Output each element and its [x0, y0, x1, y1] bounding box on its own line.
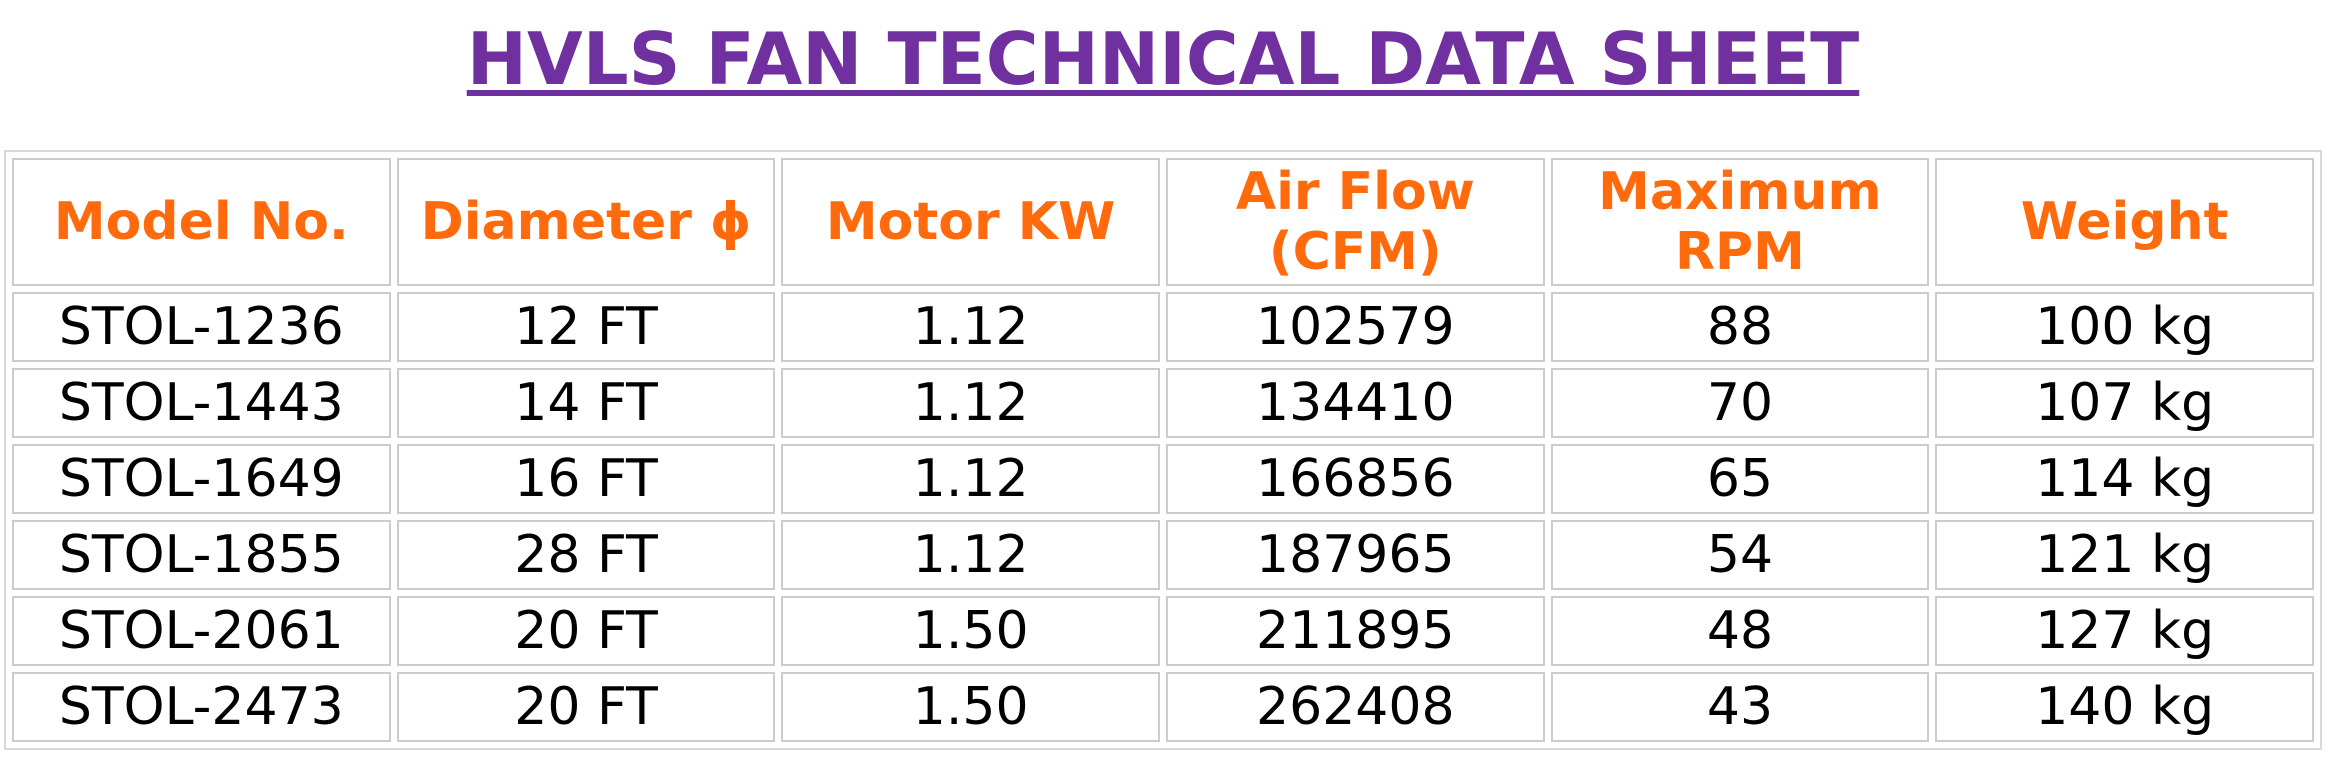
title-container: HVLS FAN TECHNICAL DATA SHEET — [0, 18, 2326, 101]
cell-weight: 140 kg — [1935, 672, 2314, 742]
cell-weight: 107 kg — [1935, 368, 2314, 438]
cell-maximum-rpm: 54 — [1550, 520, 1930, 590]
cell-diameter: 12 FT — [396, 292, 776, 362]
cell-model-no: STOL-1236 — [12, 292, 391, 362]
table-row: STOL-1443 14 FT 1.12 134410 70 107 kg — [12, 368, 2314, 438]
cell-maximum-rpm: 65 — [1550, 444, 1930, 514]
cell-motor-kw: 1.12 — [781, 292, 1160, 362]
cell-weight: 100 kg — [1935, 292, 2314, 362]
cell-motor-kw: 1.50 — [781, 596, 1160, 666]
cell-air-flow: 102579 — [1165, 292, 1545, 362]
header-motor-kw: Motor KW — [781, 158, 1160, 286]
cell-weight: 127 kg — [1935, 596, 2314, 666]
cell-air-flow: 211895 — [1165, 596, 1545, 666]
cell-weight: 121 kg — [1935, 520, 2314, 590]
cell-diameter: 16 FT — [396, 444, 776, 514]
header-label: Maximum — [1598, 162, 1882, 222]
cell-model-no: STOL-1443 — [12, 368, 391, 438]
cell-air-flow: 134410 — [1165, 368, 1545, 438]
cell-maximum-rpm: 43 — [1550, 672, 1930, 742]
header-maximum-rpm: Maximum RPM — [1550, 158, 1930, 286]
cell-model-no: STOL-1855 — [12, 520, 391, 590]
table-row: STOL-1649 16 FT 1.12 166856 65 114 kg — [12, 444, 2314, 514]
table-header-row: Model No. Diameter ϕ Motor KW Air Flow (… — [12, 158, 2314, 286]
table-row: STOL-1236 12 FT 1.12 102579 88 100 kg — [12, 292, 2314, 362]
header-label-line2: RPM — [1675, 222, 1805, 282]
cell-maximum-rpm: 70 — [1550, 368, 1930, 438]
cell-model-no: STOL-1649 — [12, 444, 391, 514]
page-title: HVLS FAN TECHNICAL DATA SHEET — [466, 17, 1860, 101]
cell-diameter: 20 FT — [396, 596, 776, 666]
cell-diameter: 28 FT — [396, 520, 776, 590]
header-label: Diameter ϕ — [420, 192, 752, 252]
table-row: STOL-2473 20 FT 1.50 262408 43 140 kg — [12, 672, 2314, 742]
table-row: STOL-2061 20 FT 1.50 211895 48 127 kg — [12, 596, 2314, 666]
cell-air-flow: 166856 — [1165, 444, 1545, 514]
cell-air-flow: 187965 — [1165, 520, 1545, 590]
header-label: Motor KW — [825, 192, 1116, 252]
cell-motor-kw: 1.12 — [781, 520, 1160, 590]
table-row: STOL-1855 28 FT 1.12 187965 54 121 kg — [12, 520, 2314, 590]
cell-diameter: 20 FT — [396, 672, 776, 742]
cell-diameter: 14 FT — [396, 368, 776, 438]
header-air-flow: Air Flow (CFM) — [1165, 158, 1545, 286]
cell-model-no: STOL-2473 — [12, 672, 391, 742]
cell-model-no: STOL-2061 — [12, 596, 391, 666]
cell-weight: 114 kg — [1935, 444, 2314, 514]
header-weight: Weight — [1935, 158, 2314, 286]
technical-data-table: Model No. Diameter ϕ Motor KW Air Flow (… — [4, 150, 2322, 750]
cell-maximum-rpm: 48 — [1550, 596, 1930, 666]
header-diameter: Diameter ϕ — [396, 158, 776, 286]
cell-maximum-rpm: 88 — [1550, 292, 1930, 362]
cell-motor-kw: 1.50 — [781, 672, 1160, 742]
cell-air-flow: 262408 — [1165, 672, 1545, 742]
cell-motor-kw: 1.12 — [781, 444, 1160, 514]
header-model-no: Model No. — [12, 158, 391, 286]
cell-motor-kw: 1.12 — [781, 368, 1160, 438]
header-label-line2: (CFM) — [1268, 222, 1442, 282]
header-label: Air Flow — [1235, 162, 1475, 222]
header-label: Model No. — [53, 192, 349, 252]
header-label: Weight — [2020, 192, 2229, 252]
